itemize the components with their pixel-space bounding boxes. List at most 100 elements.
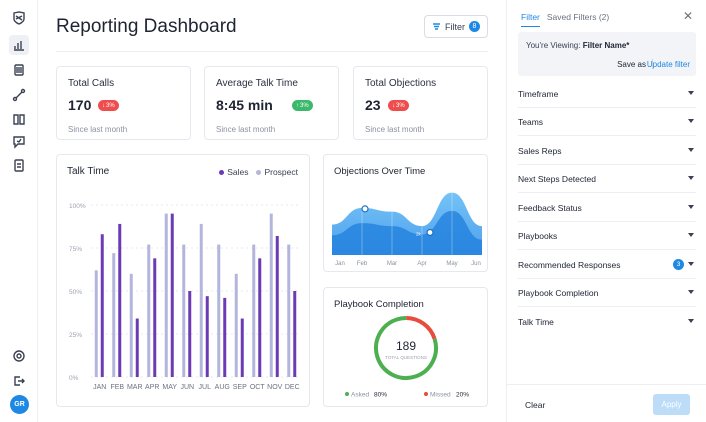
bar-chart-icon[interactable]	[9, 35, 29, 55]
apply-button[interactable]: Apply	[653, 394, 690, 415]
filter-panel: Filter Saved Filters (2) ✕ You're Viewin…	[506, 0, 706, 422]
reports-icon[interactable]	[9, 60, 29, 80]
prospect-bar	[199, 223, 203, 377]
x-tick-label: JUL	[199, 384, 212, 391]
stat-value: 8:45 min	[216, 97, 273, 113]
prospect-bar	[147, 244, 151, 377]
flow-icon[interactable]	[9, 85, 29, 105]
objections-title: Objections Over Time	[334, 166, 426, 177]
filter-tabs: Filter Saved Filters (2)	[521, 12, 609, 27]
change-badge: ↑ 3%	[292, 100, 313, 111]
clipboard-icon[interactable]	[9, 155, 29, 175]
data-point	[361, 205, 369, 213]
objections-chart: 4k 2k Jan Feb Mar Apr May Jun	[332, 179, 482, 267]
objections-area-front	[332, 210, 482, 255]
x-tick-label: NOV	[267, 384, 283, 391]
x-tick-label: Jan	[335, 261, 345, 267]
filter-row-label: Next Steps Detected	[518, 173, 596, 184]
y-tick-label: 0%	[69, 375, 79, 382]
stat-since: Since last month	[68, 125, 128, 134]
legend-asked-dot	[345, 392, 349, 396]
x-tick-label: MAR	[127, 384, 143, 391]
filter-row-label: Recommended Responses	[518, 259, 621, 270]
point-label: 4k	[350, 203, 356, 208]
prospect-bar	[234, 273, 238, 377]
filter-row-timeframe[interactable]: Timeframe	[518, 80, 696, 108]
talk-time-card: Talk Time Sales Prospect 0% 25% 50% 75% 100%…	[56, 154, 310, 407]
filter-row-talk-time[interactable]: Talk Time	[518, 308, 696, 336]
stat-label: Total Calls	[68, 78, 115, 89]
sales-bar	[153, 258, 157, 377]
current-filter-box: You're Viewing: Filter Name* Save as Upd…	[518, 32, 696, 76]
filter-row-feedback-status[interactable]: Feedback Status	[518, 194, 696, 222]
filter-row-playbook-completion[interactable]: Playbook Completion	[518, 279, 696, 307]
update-filter-button[interactable]: Update filter	[646, 60, 690, 69]
logo-icon[interactable]	[9, 8, 29, 28]
y-tick-label: 100%	[69, 203, 86, 210]
save-as-button[interactable]: Save as	[617, 60, 646, 69]
talk-time-legend: Sales Prospect	[219, 167, 298, 177]
point-label: 2k	[416, 231, 422, 236]
y-tick-label: 25%	[69, 332, 82, 339]
stat-since: Since last month	[216, 125, 276, 134]
stat-value: 170	[68, 97, 92, 113]
stat-label: Total Objections	[365, 78, 437, 89]
x-tick-label: FEB	[110, 384, 124, 391]
x-tick-label: JAN	[93, 384, 106, 391]
change-value: 3%	[106, 102, 115, 109]
data-point	[426, 228, 434, 237]
sales-bar	[275, 235, 279, 377]
filter-count-badge: 8	[469, 21, 480, 32]
prospect-bar	[217, 244, 221, 377]
chevron-down-icon	[688, 290, 694, 294]
book-icon[interactable]	[9, 109, 29, 129]
clear-button[interactable]: Clear	[525, 400, 546, 410]
tab-filter[interactable]: Filter	[521, 12, 540, 27]
main-content: Reporting Dashboard Filter 8 Total Calls…	[38, 0, 506, 422]
stat-card-avg-talk-time: Average Talk Time 8:45 min ↑ 3% Since las…	[204, 66, 339, 140]
feedback-icon[interactable]	[9, 132, 29, 152]
filter-row-recommended-responses[interactable]: Recommended Responses 3	[518, 251, 696, 279]
filter-row-teams[interactable]: Teams	[518, 108, 696, 136]
legend-missed-label: Missed	[430, 392, 451, 399]
viewing-prefix: You're Viewing:	[526, 41, 581, 50]
action-divider	[652, 59, 653, 69]
x-tick-label: DEC	[285, 384, 300, 391]
sales-bar	[135, 318, 139, 377]
filter-button[interactable]: Filter 8	[424, 15, 488, 38]
avatar[interactable]: GR	[10, 395, 29, 414]
sales-bar	[258, 258, 262, 377]
filter-row-sales-reps[interactable]: Sales Reps	[518, 137, 696, 165]
arrow-up-icon: ↑	[296, 102, 299, 109]
x-tick-label: JUN	[180, 384, 194, 391]
close-icon[interactable]: ✕	[682, 9, 693, 23]
sales-bar	[118, 223, 122, 377]
x-tick-label: AUG	[215, 384, 230, 391]
prospect-bar	[129, 273, 133, 377]
x-tick-label: MAY	[162, 384, 177, 391]
talk-time-chart: 0% 25% 50% 75% 100% JAN FEB MAR APR MAY JUN JUL AUG S…	[69, 203, 301, 391]
filter-row-next-steps[interactable]: Next Steps Detected	[518, 165, 696, 193]
x-tick-label: OCT	[250, 384, 266, 391]
chevron-down-icon	[688, 319, 694, 323]
prospect-bar	[287, 244, 291, 377]
prospect-bar	[164, 213, 168, 377]
filter-row-playbooks[interactable]: Playbooks	[518, 222, 696, 250]
x-tick-label: May	[446, 261, 457, 267]
legend-missed-value: 20%	[456, 392, 469, 399]
total-value: 189	[396, 339, 416, 353]
x-tick-label: Mar	[387, 261, 397, 267]
prospect-bar	[94, 270, 98, 377]
x-tick-label: Feb	[357, 261, 368, 267]
chevron-down-icon	[688, 119, 694, 123]
logout-icon[interactable]	[9, 371, 29, 391]
tab-saved-filters[interactable]: Saved Filters (2)	[546, 12, 610, 22]
legend-prospect: Prospect	[256, 167, 298, 177]
prospect-bar	[269, 213, 273, 377]
y-tick-label: 75%	[69, 246, 82, 253]
chevron-down-icon	[688, 176, 694, 180]
objections-card: Objections Over Time 4k 2k Jan Feb Mar Apr May…	[323, 154, 488, 272]
settings-icon[interactable]	[9, 346, 29, 366]
filter-row-label: Timeframe	[518, 88, 559, 99]
chevron-down-icon	[688, 262, 694, 266]
